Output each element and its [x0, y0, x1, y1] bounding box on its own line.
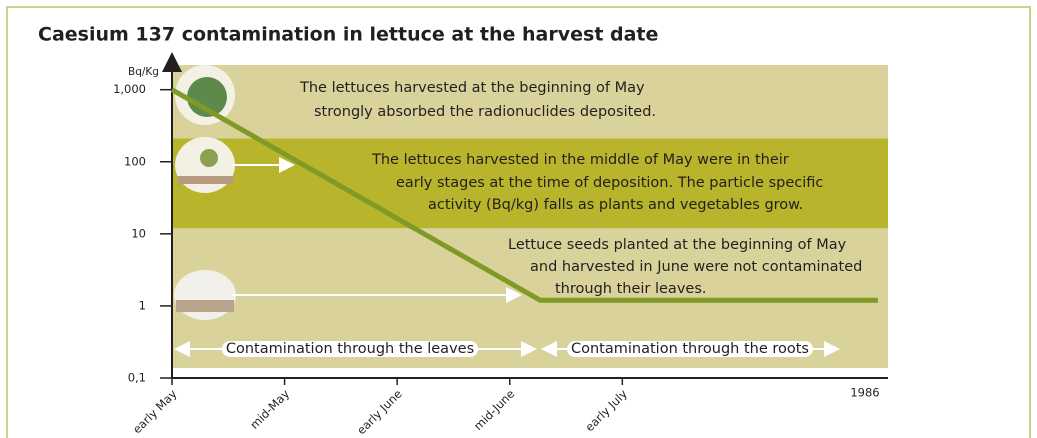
phase-label: Contamination through the roots	[571, 341, 809, 357]
y-tick-label: 0,1	[128, 371, 146, 385]
annotation: The lettuces harvested at the beginning …	[299, 80, 645, 96]
soil-image	[174, 270, 236, 320]
annotation: Lettuce seeds planted at the beginning o…	[508, 237, 847, 253]
y-tick-label: 100	[124, 154, 146, 168]
y-tick-label: 1	[139, 298, 146, 312]
y-axis-label: Bq/Kg	[128, 66, 159, 78]
annotation: The lettuces harvested in the middle of …	[371, 152, 789, 168]
annotation: through their leaves.	[555, 281, 706, 297]
annotation: and harvested in June were not contamina…	[530, 259, 862, 275]
annotation: early stages at the time of deposition. …	[396, 175, 823, 191]
y-tick-label: 1,000	[113, 82, 146, 96]
x-axis-label: 1986	[850, 386, 879, 400]
sprout-image	[200, 149, 218, 167]
chart-title: Caesium 137 contamination in lettuce at …	[38, 24, 658, 46]
sprout-image	[178, 176, 233, 184]
y-tick-label: 10	[131, 226, 146, 240]
phase-label: Contamination through the leaves	[226, 341, 474, 357]
annotation: strongly absorbed the radionuclides depo…	[314, 104, 656, 120]
chart: Caesium 137 contamination in lettuce at …	[0, 0, 1037, 438]
annotation: activity (Bq/kg) falls as plants and veg…	[428, 197, 803, 213]
soil-image	[176, 300, 234, 312]
